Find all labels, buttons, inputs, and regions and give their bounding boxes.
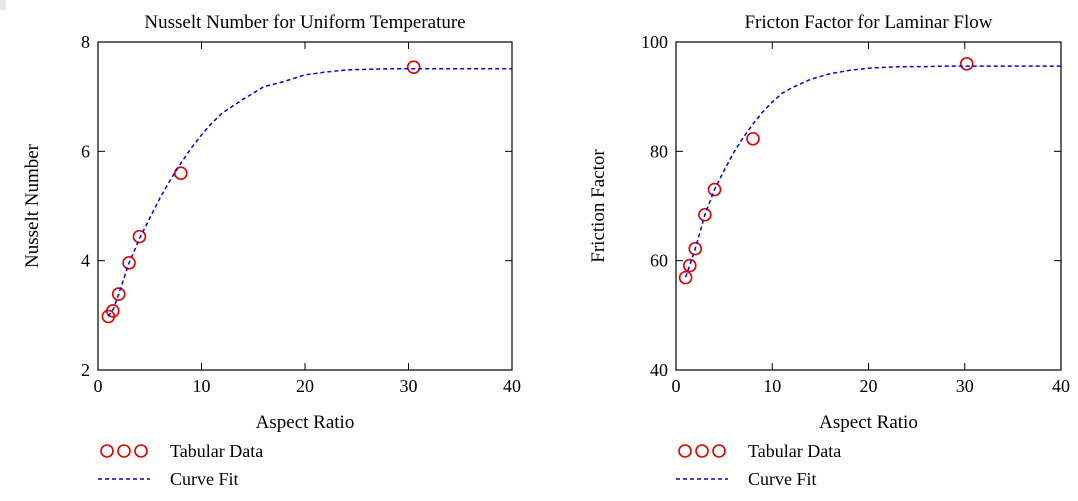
x-tick-label: 30 [400, 376, 418, 396]
y-axis-label: Friction Factor [588, 149, 609, 263]
legend-marker-symbol [117, 444, 131, 458]
y-tick-label: 100 [641, 32, 668, 52]
chart-2: Fricton Factor for Laminar Flow 0 10 20 30 40… [588, 12, 1070, 489]
y-tick-label: 2 [81, 360, 90, 380]
y-tick-label: 8 [81, 32, 90, 52]
legend-marker-symbol [712, 444, 726, 458]
data-point-marker [698, 207, 712, 222]
data-point-marker [678, 270, 693, 285]
data-point-marker [682, 258, 697, 273]
x-tick-label: 30 [956, 376, 974, 396]
chart-1: Nusselt Number for Uniform Temperature 0 1… [22, 12, 521, 489]
series-curve-fit-line [684, 65, 1061, 278]
x-tick-label: 10 [193, 376, 211, 396]
data-point-marker [688, 241, 703, 256]
plot-frame [97, 41, 513, 371]
legend-marker-symbol [134, 444, 148, 458]
data-point-marker [174, 166, 188, 180]
y-tick-label: 60 [650, 251, 668, 271]
x-tick-label: 40 [1052, 376, 1070, 396]
x-tick-label: 0 [672, 376, 681, 396]
plot-frame [675, 41, 1062, 371]
legend-label: Curve Fit [748, 469, 817, 489]
chart-title: Nusselt Number for Uniform Temperature [144, 12, 465, 33]
y-tick-label: 80 [650, 141, 668, 161]
series-curve-fit-line [107, 68, 512, 317]
x-tick-label: 10 [763, 376, 781, 396]
legend-label: Curve Fit [170, 469, 239, 489]
data-point-marker [406, 60, 421, 74]
data-point-marker [122, 256, 136, 270]
y-axis-label: Nusselt Number [22, 143, 43, 268]
data-point-marker [746, 131, 760, 146]
data-point-marker [111, 287, 126, 301]
data-point-marker [959, 57, 974, 71]
x-tick-label: 40 [503, 376, 521, 396]
chart-title: Fricton Factor for Laminar Flow [744, 12, 992, 33]
legend-label: Tabular Data [748, 441, 841, 461]
x-axis-label: Aspect Ratio [256, 412, 355, 433]
data-point-marker [132, 229, 147, 244]
y-tick-label: 40 [650, 360, 668, 380]
x-tick-label: 20 [296, 376, 314, 396]
y-tick-label: 4 [81, 251, 90, 271]
data-point-marker [707, 182, 722, 197]
legend-marker-symbol [678, 444, 692, 458]
legend-label: Tabular Data [170, 441, 263, 461]
legend-marker-symbol [695, 444, 709, 458]
legend-marker-symbol [100, 444, 114, 458]
x-tick-label: 20 [860, 376, 878, 396]
x-tick-label: 0 [94, 376, 103, 396]
data-point-marker [106, 304, 120, 318]
y-tick-label: 6 [81, 141, 90, 161]
corner-mark [0, 0, 6, 10]
x-axis-label: Aspect Ratio [819, 412, 918, 433]
